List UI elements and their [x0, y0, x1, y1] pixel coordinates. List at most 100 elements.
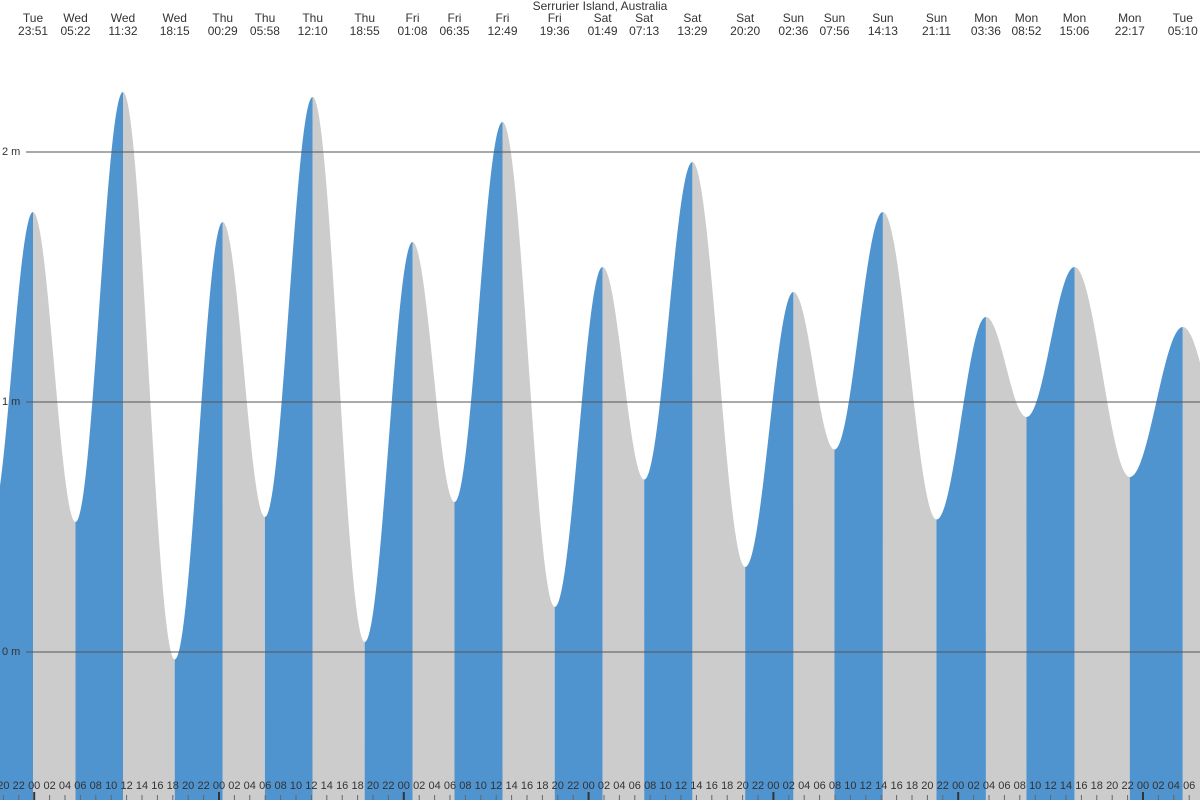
rising-area: [745, 292, 794, 800]
extreme-time: 02:36: [778, 24, 808, 38]
areas: [0, 92, 1200, 800]
hour-label: 12: [305, 780, 317, 792]
hour-label: 10: [844, 780, 856, 792]
extreme-time: 05:22: [61, 24, 91, 38]
hour-label: 08: [459, 780, 471, 792]
falling-area: [222, 222, 265, 800]
extreme-day: Thu: [354, 11, 375, 25]
extreme-time: 19:36: [540, 24, 570, 38]
hour-label: 08: [274, 780, 286, 792]
hour-label: 16: [706, 780, 718, 792]
y-tick-label: 2 m: [2, 146, 20, 158]
extreme-time: 00:29: [208, 24, 238, 38]
falling-area: [502, 122, 555, 800]
hour-label: 04: [244, 780, 256, 792]
extreme-time: 23:51: [18, 24, 48, 38]
hour-label: 04: [428, 780, 440, 792]
hour-label: 08: [90, 780, 102, 792]
falling-area: [602, 267, 645, 800]
rising-area: [174, 222, 223, 800]
rising-area: [75, 92, 124, 800]
extreme-day: Tue: [23, 11, 44, 25]
falling-area: [985, 317, 1027, 800]
extreme-time: 21:11: [922, 24, 951, 38]
extreme-time: 05:58: [250, 24, 280, 38]
hour-label: 14: [321, 780, 333, 792]
rising-area: [554, 267, 603, 800]
hour-label: 14: [136, 780, 148, 792]
extreme-day: Sun: [783, 11, 804, 25]
hour-label: 16: [336, 780, 348, 792]
hour-label: 22: [567, 780, 579, 792]
extreme-day: Sat: [736, 11, 755, 25]
falling-area: [123, 92, 175, 800]
extreme-day: Fri: [495, 11, 509, 25]
extreme-day: Thu: [212, 11, 233, 25]
hour-label: 06: [1183, 780, 1195, 792]
extreme-day: Fri: [548, 11, 562, 25]
hour-label: 02: [43, 780, 55, 792]
hour-label: 12: [860, 780, 872, 792]
falling-area: [412, 242, 455, 800]
hour-label: 18: [721, 780, 733, 792]
extreme-day: Mon: [974, 11, 997, 25]
extreme-time: 12:10: [298, 24, 328, 38]
hour-label: 16: [1075, 780, 1087, 792]
hour-label: 18: [536, 780, 548, 792]
extreme-time: 22:17: [1115, 24, 1145, 38]
extreme-day: Sun: [824, 11, 845, 25]
rising-area: [644, 162, 693, 800]
hour-label: 22: [937, 780, 949, 792]
hour-label: 06: [629, 780, 641, 792]
hour-label: 12: [490, 780, 502, 792]
hour-label: 06: [259, 780, 271, 792]
hour-label: 12: [675, 780, 687, 792]
hour-label: 04: [1168, 780, 1180, 792]
extreme-day: Wed: [162, 11, 186, 25]
falling-area: [793, 292, 835, 800]
extreme-day: Mon: [1118, 11, 1141, 25]
hour-label: 14: [875, 780, 887, 792]
extreme-day: Sat: [635, 11, 654, 25]
hour-label: 16: [521, 780, 533, 792]
hour-label: 22: [197, 780, 209, 792]
hour-label: 12: [120, 780, 132, 792]
extreme-time: 11:32: [108, 24, 137, 38]
hour-label: 18: [351, 780, 363, 792]
hour-label: 00: [952, 780, 964, 792]
y-tick-label: 1 m: [2, 396, 20, 408]
extreme-day: Sat: [683, 11, 702, 25]
extreme-time: 01:49: [588, 24, 618, 38]
extreme-day: Wed: [111, 11, 135, 25]
rising-area: [1129, 327, 1183, 800]
hour-label: 22: [1121, 780, 1133, 792]
hour-label: 06: [998, 780, 1010, 792]
extreme-day: Sat: [594, 11, 613, 25]
hour-label: 04: [798, 780, 810, 792]
extreme-time: 08:52: [1011, 24, 1041, 38]
extreme-time: 01:08: [398, 24, 428, 38]
hour-label: 02: [413, 780, 425, 792]
hour-label: 20: [552, 780, 564, 792]
extreme-time: 14:13: [868, 24, 898, 38]
hour-label: 04: [613, 780, 625, 792]
hour-label: 02: [783, 780, 795, 792]
extreme-day: Mon: [1015, 11, 1038, 25]
extreme-time: 18:55: [350, 24, 380, 38]
hour-label: 16: [890, 780, 902, 792]
hour-label: 18: [167, 780, 179, 792]
hour-label: 14: [1060, 780, 1072, 792]
hour-label: 22: [752, 780, 764, 792]
rising-area: [936, 317, 986, 800]
hour-label: 00: [28, 780, 40, 792]
hour-label: 00: [398, 780, 410, 792]
falling-area: [33, 212, 76, 800]
hour-label: 00: [1137, 780, 1149, 792]
hour-label: 06: [813, 780, 825, 792]
falling-area: [1182, 327, 1200, 800]
hour-label: 18: [1091, 780, 1103, 792]
chart-title: Serrurier Island, Australia: [533, 0, 668, 13]
extreme-time: 07:56: [819, 24, 849, 38]
extreme-time: 20:20: [730, 24, 760, 38]
hour-label: 02: [228, 780, 240, 792]
